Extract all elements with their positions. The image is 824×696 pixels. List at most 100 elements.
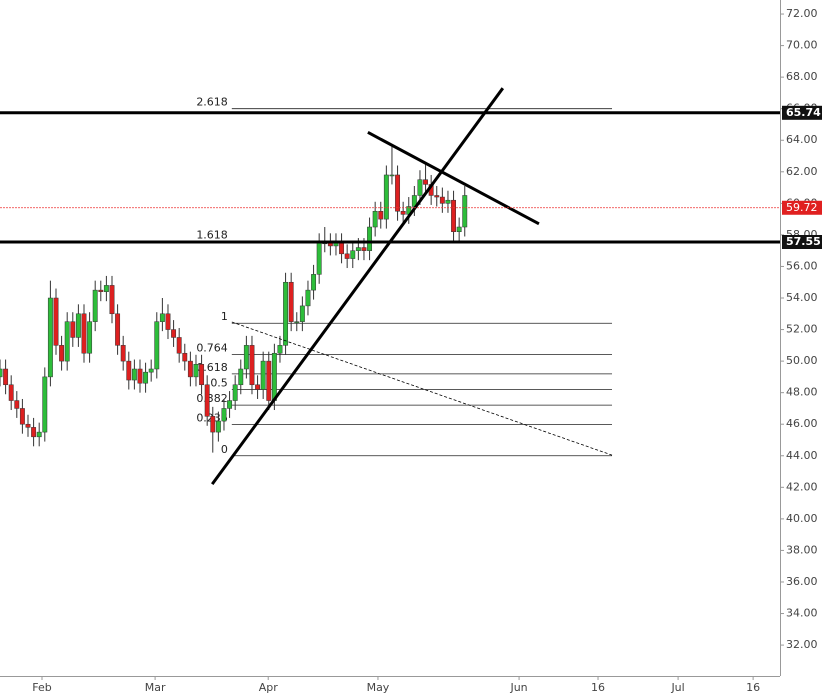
x-tick-label: Feb xyxy=(32,681,51,694)
candle-body xyxy=(115,313,121,346)
candle-body xyxy=(243,345,249,370)
candle-body xyxy=(182,352,188,362)
candle-body xyxy=(260,360,266,390)
x-tick-label: Jun xyxy=(509,681,527,694)
candle-body xyxy=(131,368,137,381)
candle-body xyxy=(64,321,70,362)
x-tick-label: Apr xyxy=(259,681,279,694)
candle-body xyxy=(171,329,177,338)
candle-body xyxy=(344,253,350,259)
candle-body xyxy=(417,179,423,196)
candle-body xyxy=(98,289,104,292)
candle-body xyxy=(0,368,3,378)
candle-body xyxy=(355,247,361,251)
candle-body xyxy=(311,274,317,291)
level-label: 57.55 xyxy=(786,235,821,248)
candle-body xyxy=(81,313,87,354)
candle-body xyxy=(445,199,451,204)
candle-body xyxy=(75,313,81,338)
x-tick-label: May xyxy=(367,681,390,694)
candle-body xyxy=(271,352,277,401)
y-tick-label: 36.00 xyxy=(786,575,818,588)
y-tick-label: 62.00 xyxy=(786,165,818,178)
candle-body xyxy=(25,423,31,428)
candle-body xyxy=(294,321,300,323)
candle-body xyxy=(199,364,205,386)
candle-body xyxy=(350,250,356,259)
candle-body xyxy=(159,313,165,322)
y-tick-label: 64.00 xyxy=(786,133,818,146)
candle-body xyxy=(36,431,42,438)
y-tick-label: 68.00 xyxy=(786,70,818,83)
y-tick-label: 42.00 xyxy=(786,480,818,493)
x-tick-label: Jul xyxy=(670,681,684,694)
fib-label: 1.618 xyxy=(196,228,228,241)
candle-body xyxy=(456,226,462,232)
candle-body xyxy=(367,226,373,251)
candle-body xyxy=(378,210,384,220)
fib-label: 1 xyxy=(221,310,228,323)
x-tick-label: Mar xyxy=(145,681,166,694)
candle-body xyxy=(439,196,445,204)
candle-body xyxy=(19,408,25,425)
candle-body xyxy=(31,427,37,438)
candle-body xyxy=(42,376,48,433)
y-tick-label: 52.00 xyxy=(786,323,818,336)
x-tick-label: 16 xyxy=(746,681,760,694)
x-tick-label: 16 xyxy=(591,681,605,694)
fib-label: 0.764 xyxy=(196,341,228,354)
candle-body xyxy=(8,384,14,401)
candle-body xyxy=(143,371,149,384)
y-tick-label: 44.00 xyxy=(786,449,818,462)
y-tick-label: 34.00 xyxy=(786,607,818,620)
candle-body xyxy=(389,174,395,177)
y-tick-label: 32.00 xyxy=(786,638,818,651)
y-tick-label: 50.00 xyxy=(786,354,818,367)
candle-body xyxy=(148,368,154,373)
candle-body xyxy=(227,400,233,409)
y-tick-label: 54.00 xyxy=(786,291,818,304)
candle-body xyxy=(103,285,109,292)
candle-body xyxy=(176,337,182,354)
candle-body xyxy=(316,242,322,275)
y-tick-label: 56.00 xyxy=(786,259,818,272)
candle-body xyxy=(59,345,65,362)
candle-body xyxy=(462,195,468,228)
candle-body xyxy=(249,345,255,386)
candle-body xyxy=(14,400,20,409)
candle-body xyxy=(238,368,244,386)
last-price-tag xyxy=(782,200,822,215)
candle-body xyxy=(277,345,283,354)
candle-body xyxy=(221,408,227,422)
y-tick-label: 40.00 xyxy=(786,512,818,525)
candle-body xyxy=(137,368,143,384)
candle-body xyxy=(288,281,294,322)
candle-body xyxy=(266,360,272,401)
level-tag xyxy=(782,105,822,120)
y-tick-label: 72.00 xyxy=(786,7,818,20)
candle-body xyxy=(187,360,193,378)
candle-body xyxy=(451,199,457,232)
y-tick-label: 70.00 xyxy=(786,39,818,52)
candle-body xyxy=(154,321,160,370)
candle-body xyxy=(383,174,389,220)
fib-label: 0.382 xyxy=(196,392,228,405)
candle-body xyxy=(165,313,171,330)
candle-body xyxy=(395,174,401,212)
trend-line xyxy=(231,321,613,456)
y-tick-label: 46.00 xyxy=(786,417,818,430)
candle-body xyxy=(193,364,199,378)
candle-body xyxy=(210,416,216,433)
y-tick-label: 48.00 xyxy=(786,386,818,399)
fib-label: 0 xyxy=(221,443,228,456)
level-tag xyxy=(782,235,822,250)
candle-body xyxy=(92,289,98,322)
level-label: 65.74 xyxy=(786,106,821,119)
candle-body xyxy=(339,242,345,255)
last-price-label: 59.72 xyxy=(786,201,818,214)
candle-body xyxy=(423,179,429,185)
fib-label: 0.618 xyxy=(196,361,228,374)
candle-body xyxy=(215,420,221,433)
